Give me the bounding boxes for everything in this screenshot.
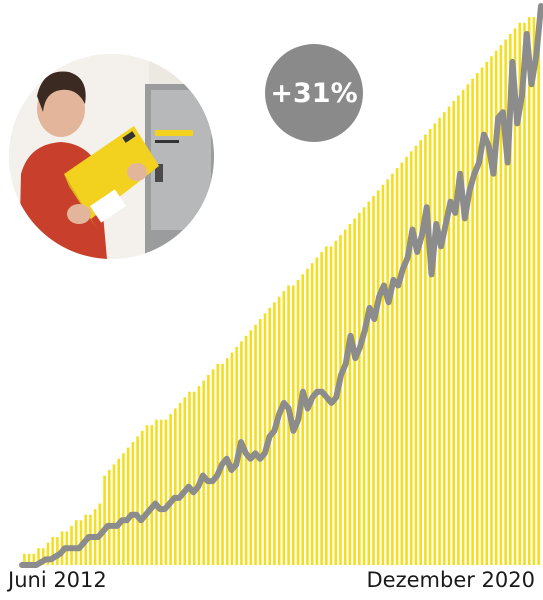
bar bbox=[362, 207, 366, 566]
bar bbox=[315, 257, 319, 565]
courier-photo bbox=[9, 54, 214, 259]
bar bbox=[287, 285, 290, 565]
bar bbox=[499, 45, 503, 565]
bar bbox=[405, 156, 408, 565]
bar bbox=[457, 95, 460, 565]
bar bbox=[169, 414, 172, 565]
bar bbox=[310, 263, 314, 565]
bar bbox=[306, 268, 309, 565]
bar bbox=[192, 391, 196, 565]
bar bbox=[527, 17, 531, 566]
bar bbox=[395, 168, 399, 566]
bar bbox=[442, 112, 446, 566]
bar bbox=[46, 542, 50, 565]
bar bbox=[461, 89, 465, 565]
line-path bbox=[19, 3, 543, 568]
bar bbox=[424, 134, 427, 565]
bar bbox=[348, 224, 352, 565]
bar bbox=[56, 537, 59, 565]
bar bbox=[112, 464, 116, 565]
bar bbox=[438, 117, 441, 566]
bar bbox=[428, 128, 432, 566]
bar bbox=[159, 419, 163, 565]
bar bbox=[400, 162, 404, 565]
bar bbox=[32, 553, 36, 565]
bar bbox=[174, 408, 177, 565]
bar bbox=[117, 458, 121, 565]
bar bbox=[183, 397, 187, 565]
bar bbox=[122, 453, 125, 565]
bar bbox=[494, 50, 498, 566]
bar bbox=[537, 11, 540, 565]
bar bbox=[367, 201, 371, 565]
bar bbox=[145, 425, 149, 565]
bar bbox=[471, 78, 474, 566]
bar bbox=[339, 235, 342, 565]
bar bbox=[532, 17, 536, 566]
bar bbox=[211, 369, 215, 565]
bar bbox=[103, 475, 106, 565]
bar bbox=[513, 28, 517, 566]
bar bbox=[249, 330, 253, 565]
bar bbox=[343, 229, 347, 565]
bar bbox=[376, 190, 380, 565]
bar bbox=[504, 39, 507, 566]
bar bbox=[358, 212, 361, 565]
bar bbox=[188, 391, 191, 565]
bar bbox=[518, 22, 522, 565]
bar bbox=[409, 151, 413, 565]
growth-badge: +31% bbox=[265, 44, 363, 142]
bar bbox=[254, 324, 257, 565]
bar bbox=[258, 319, 262, 565]
bar bbox=[480, 67, 484, 566]
bar bbox=[301, 274, 305, 565]
bar bbox=[386, 179, 389, 566]
bar bbox=[155, 419, 158, 565]
bar bbox=[509, 33, 512, 565]
bar bbox=[325, 246, 328, 565]
bar bbox=[74, 520, 78, 565]
bar bbox=[51, 537, 54, 565]
bar bbox=[141, 430, 144, 565]
bar bbox=[391, 173, 394, 565]
bar bbox=[433, 123, 437, 565]
bar bbox=[353, 218, 356, 566]
bar bbox=[27, 553, 31, 565]
bar bbox=[452, 101, 456, 565]
bar bbox=[164, 419, 168, 565]
bar bbox=[230, 352, 234, 565]
bar bbox=[41, 548, 45, 565]
bar bbox=[263, 313, 267, 565]
bar bbox=[282, 291, 286, 565]
bar bbox=[381, 184, 385, 565]
bar bbox=[485, 61, 489, 566]
bar bbox=[136, 436, 139, 565]
bar bbox=[419, 140, 422, 565]
bar bbox=[277, 296, 281, 565]
bar bbox=[178, 402, 182, 565]
bar bbox=[447, 106, 451, 566]
line-series bbox=[19, 3, 543, 568]
bar bbox=[466, 84, 470, 565]
bar bbox=[372, 196, 375, 565]
bar bbox=[523, 22, 526, 565]
bar bbox=[216, 363, 220, 565]
x-axis-start-label: Juni 2012 bbox=[8, 568, 107, 592]
bar bbox=[197, 386, 201, 565]
bar bbox=[37, 548, 40, 565]
bar bbox=[23, 553, 26, 565]
bar bbox=[334, 240, 338, 565]
bar bbox=[414, 145, 418, 565]
bar bbox=[490, 56, 493, 566]
bar bbox=[107, 469, 111, 565]
x-axis-end-label: Dezember 2020 bbox=[366, 568, 536, 592]
bar bbox=[150, 425, 154, 565]
bar bbox=[476, 73, 479, 565]
bar bbox=[320, 251, 323, 565]
bar bbox=[126, 447, 130, 565]
bar bbox=[207, 374, 210, 565]
bar bbox=[131, 442, 135, 565]
